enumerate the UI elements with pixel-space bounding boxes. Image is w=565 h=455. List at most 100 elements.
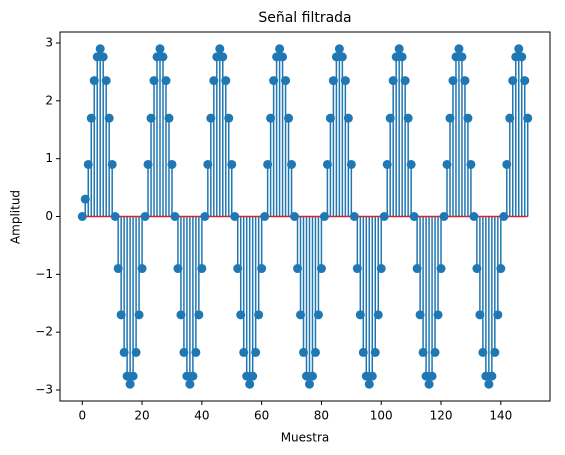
y-tick-label: −3: [35, 383, 53, 397]
stem-marker: [442, 159, 452, 169]
plot-frame: [59, 31, 551, 402]
stem-marker: [86, 113, 96, 123]
stem-marker: [269, 76, 279, 86]
stem-marker: [173, 264, 183, 274]
stem-marker: [304, 379, 314, 389]
stem-marker: [107, 159, 117, 169]
stem-marker: [284, 113, 294, 123]
stem-marker: [221, 76, 231, 86]
stem-marker: [412, 264, 422, 274]
stem-marker: [394, 44, 404, 54]
stem-marker: [322, 159, 332, 169]
stem-marker: [457, 52, 467, 62]
stem-marker: [520, 76, 530, 86]
y-tick-label: 0: [45, 209, 53, 223]
stem-marker: [287, 159, 297, 169]
stem-marker: [370, 347, 380, 357]
stem-marker: [403, 113, 413, 123]
stem-marker: [164, 113, 174, 123]
stem-marker: [424, 379, 434, 389]
stem-marker: [134, 310, 144, 320]
stem-marker: [224, 113, 234, 123]
x-tick-label: 40: [194, 409, 209, 423]
stem-marker: [502, 159, 512, 169]
stem-marker: [188, 371, 198, 381]
stem-marker: [367, 371, 377, 381]
stem-marker: [454, 44, 464, 54]
stem-marker: [119, 347, 129, 357]
stem-marker: [197, 264, 207, 274]
stem-marker: [337, 52, 347, 62]
stem-marker: [260, 212, 270, 221]
stem-marker: [343, 113, 353, 123]
y-tick-label: −1: [35, 267, 53, 281]
stem-marker: [83, 159, 93, 169]
y-tick-label: 3: [45, 35, 53, 49]
stem-marker: [290, 212, 300, 221]
stem-marker: [281, 76, 291, 86]
stem-marker: [445, 113, 455, 123]
stem-marker: [463, 113, 473, 123]
stem-marker: [340, 76, 350, 86]
stem-marker: [460, 76, 470, 86]
stem-marker: [388, 76, 398, 86]
stem-marker: [143, 159, 153, 169]
x-tick-label: 80: [314, 409, 329, 423]
stem-marker: [325, 113, 335, 123]
stem-marker: [80, 194, 90, 204]
stem-marker: [475, 310, 485, 320]
stem-marker: [379, 212, 389, 221]
stem-marker: [263, 159, 273, 169]
y-tick-label: −2: [35, 325, 53, 339]
stem-marker: [373, 310, 383, 320]
stem-marker: [200, 212, 210, 221]
stem-marker: [427, 371, 437, 381]
stem-marker: [161, 76, 171, 86]
stem-marker: [227, 159, 237, 169]
stem-marker: [397, 52, 407, 62]
stem-marker: [508, 76, 518, 86]
stem-marker: [194, 310, 204, 320]
stem-marker: [233, 264, 243, 274]
stem-marker: [293, 264, 303, 274]
y-tick-label: 2: [45, 93, 53, 107]
stem-marker: [352, 264, 362, 274]
x-axis-label: Muestra: [281, 431, 330, 445]
stem-marker: [170, 212, 180, 221]
stem-marker: [185, 379, 195, 389]
stem-marker: [496, 264, 506, 274]
stem-marker: [349, 212, 359, 221]
stem-marker: [137, 264, 147, 274]
stem-marker: [191, 347, 201, 357]
stem-marker: [484, 379, 494, 389]
stem-marker: [358, 347, 368, 357]
stem-marker: [487, 371, 497, 381]
stem-marker: [296, 310, 306, 320]
y-tick-label: 1: [45, 151, 53, 165]
stem-marker: [167, 159, 177, 169]
stem-marker: [316, 264, 326, 274]
stem-marker: [155, 44, 165, 54]
stem-marker: [209, 76, 219, 86]
stem-marker: [113, 264, 123, 274]
stem-marker: [116, 310, 126, 320]
stem-marker: [299, 347, 309, 357]
stem-marker: [328, 76, 338, 86]
stem-marker: [125, 379, 135, 389]
stem-marker: [406, 159, 416, 169]
stem-marker: [382, 159, 392, 169]
stem-marker: [77, 212, 87, 221]
stem-marker: [376, 264, 386, 274]
stem-marker: [490, 347, 500, 357]
stem-marker: [179, 347, 189, 357]
stem-marker: [146, 113, 156, 123]
stem-marker: [203, 159, 213, 169]
chart-title: Señal filtrada: [258, 10, 351, 26]
stem-marker: [104, 113, 114, 123]
stem-marker: [278, 52, 288, 62]
stem-marker: [415, 310, 425, 320]
stem-marker: [466, 159, 476, 169]
stem-marker: [245, 379, 255, 389]
stem-marker: [385, 113, 395, 123]
stem-marker: [517, 52, 527, 62]
